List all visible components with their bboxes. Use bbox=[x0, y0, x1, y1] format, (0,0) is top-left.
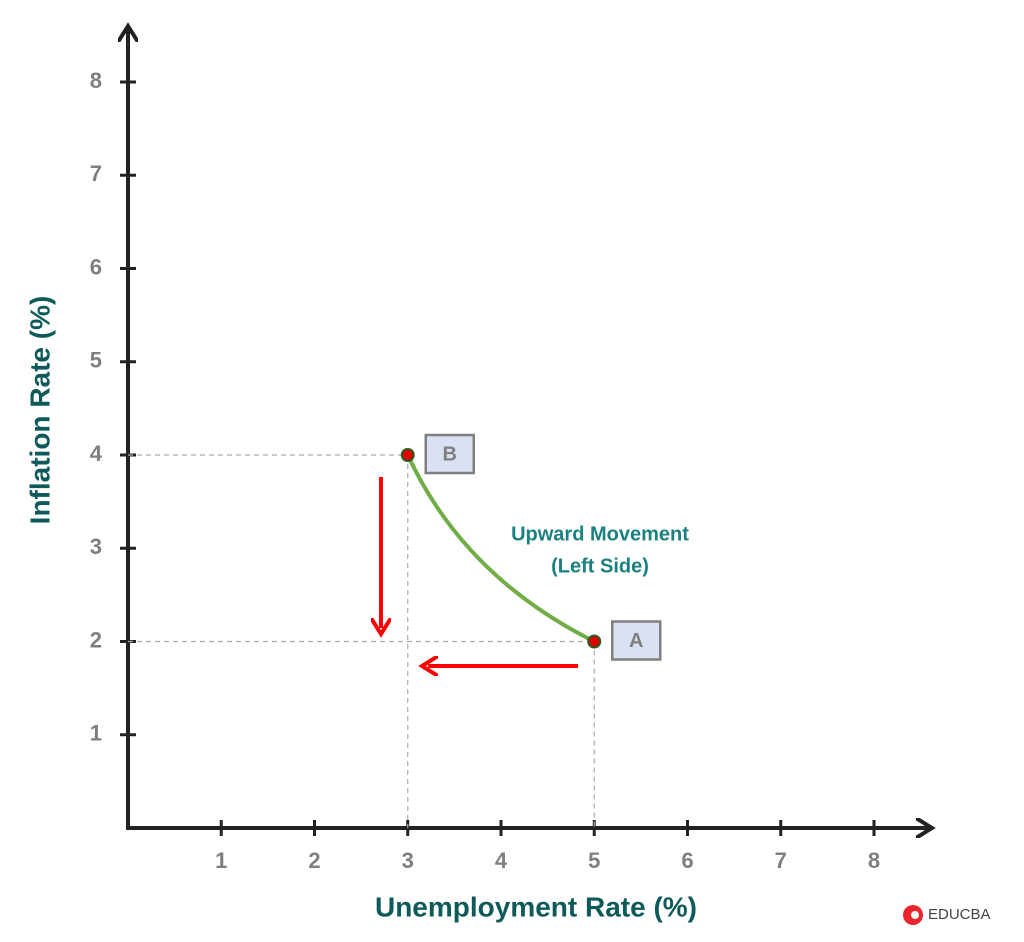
y-tick-label: 2 bbox=[90, 627, 102, 652]
y-tick-label: 7 bbox=[90, 161, 102, 186]
x-tick-label: 8 bbox=[868, 848, 880, 873]
annotation: (Left Side) bbox=[551, 555, 649, 577]
label-box bbox=[424, 433, 475, 475]
y-tick-label: 5 bbox=[90, 348, 102, 373]
y-tick-label: 8 bbox=[90, 68, 102, 93]
logo-icon bbox=[911, 911, 919, 919]
point bbox=[587, 634, 602, 649]
x-tick-label: 4 bbox=[495, 848, 508, 873]
y-tick-label: 1 bbox=[90, 721, 102, 746]
x-tick-label: 6 bbox=[681, 848, 693, 873]
x-tick-label: 3 bbox=[402, 848, 414, 873]
y-axis-title: Inflation Rate (%) bbox=[24, 296, 55, 525]
label-box bbox=[611, 620, 662, 661]
curve bbox=[405, 454, 596, 644]
x-tick-label: 2 bbox=[308, 848, 320, 873]
point-label: B bbox=[443, 443, 457, 465]
watermark: EDUCBA bbox=[928, 906, 991, 923]
y-tick-label: 4 bbox=[90, 441, 103, 466]
x-tick-label: 7 bbox=[775, 848, 787, 873]
logo: EDUCBA bbox=[903, 905, 991, 925]
x-tick-label: 1 bbox=[215, 848, 227, 873]
annotation: Upward Movement bbox=[511, 523, 689, 545]
point bbox=[400, 448, 415, 462]
x-axis-title: Unemployment Rate (%) bbox=[375, 891, 697, 922]
y-tick-label: 3 bbox=[90, 534, 102, 559]
point-label: A bbox=[629, 630, 643, 652]
x-tick-label: 5 bbox=[588, 848, 600, 873]
y-tick-label: 6 bbox=[90, 254, 102, 279]
